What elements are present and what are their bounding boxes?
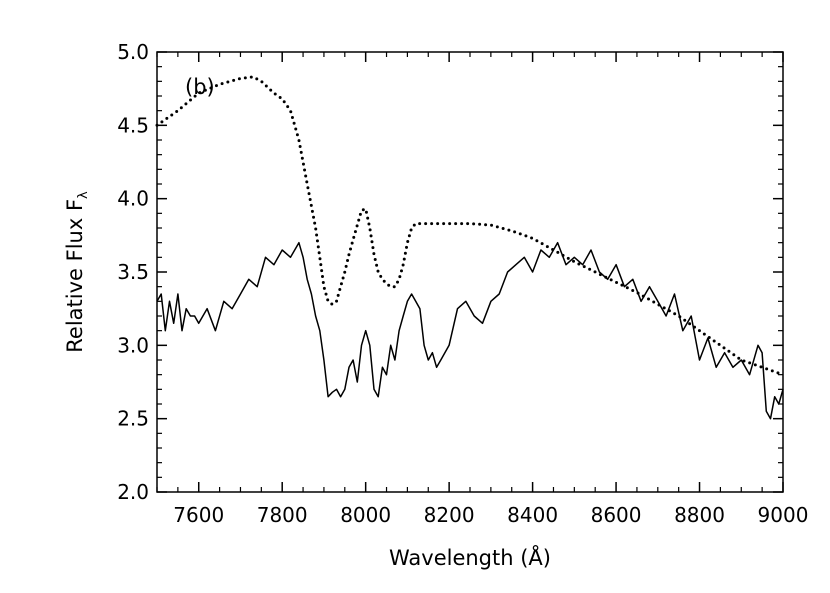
y-tick-label: 5.0 — [117, 40, 149, 64]
y-tick-label: 3.5 — [117, 260, 149, 284]
y-tick-label: 4.0 — [117, 187, 149, 211]
x-tick-label: 8400 — [507, 503, 558, 527]
series-solid-line — [156, 241, 784, 420]
x-tick-label: 8800 — [674, 503, 725, 527]
y-tick-label: 2.0 — [117, 480, 149, 504]
x-tick-label: 7600 — [173, 503, 224, 527]
y-tick-label: 4.5 — [117, 113, 149, 137]
y-axis-label-subscript: λ — [76, 191, 91, 199]
panel-label: (b) — [185, 75, 215, 99]
x-axis-label-text: Wavelength (Å) — [389, 544, 551, 570]
x-tick-label: 7800 — [257, 503, 308, 527]
x-tick-label: 8600 — [591, 503, 642, 527]
series-dotted-line — [155, 75, 785, 377]
y-axis-label-text: Relative Flux F — [63, 199, 87, 353]
y-tick-label: 2.5 — [117, 407, 149, 431]
plot-frame — [156, 51, 784, 493]
x-axis-label: Wavelength (Å) — [389, 544, 551, 570]
y-tick-label: 3.0 — [117, 333, 149, 357]
x-tick-label: 8000 — [340, 503, 391, 527]
x-tick-label: 8200 — [424, 503, 475, 527]
y-axis-label: Relative Flux Fλ — [63, 191, 91, 353]
x-tick-label: 9000 — [758, 503, 809, 527]
